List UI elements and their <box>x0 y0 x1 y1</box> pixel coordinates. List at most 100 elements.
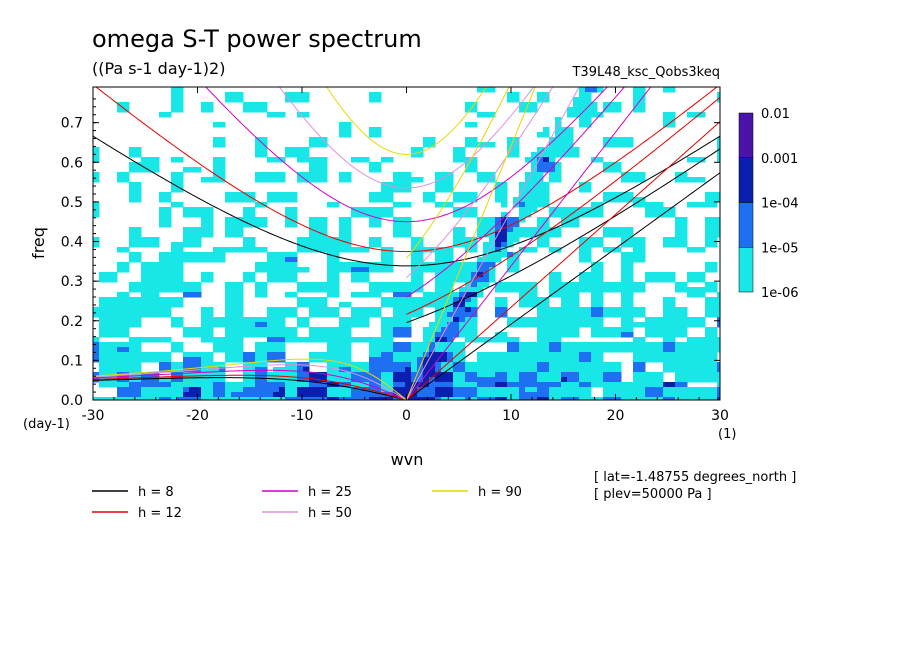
power-cell <box>657 322 664 328</box>
power-cell <box>687 372 694 378</box>
power-cell <box>417 312 424 318</box>
power-cell <box>375 92 382 98</box>
power-cell <box>129 382 136 388</box>
power-cell <box>225 387 232 393</box>
power-cell <box>651 317 658 323</box>
power-cell <box>453 397 460 400</box>
power-cell <box>693 287 700 293</box>
power-cell <box>675 317 682 323</box>
power-cell <box>603 397 610 400</box>
power-cell <box>633 177 640 183</box>
power-cell <box>477 372 484 378</box>
power-cell <box>99 357 106 363</box>
power-cell <box>237 282 244 288</box>
power-cell <box>249 277 256 283</box>
power-cell <box>699 347 706 353</box>
power-cell <box>195 287 202 293</box>
power-cell <box>207 217 214 223</box>
power-cell <box>147 357 154 363</box>
power-cell <box>123 387 130 393</box>
power-cell <box>195 382 202 388</box>
power-cell <box>573 152 580 158</box>
power-cell <box>663 277 670 283</box>
power-cell <box>381 282 388 288</box>
power-cell <box>183 282 190 288</box>
power-cell <box>465 142 472 148</box>
power-cell <box>279 387 286 393</box>
power-cell <box>183 292 190 298</box>
power-cell <box>423 357 430 363</box>
power-cell <box>681 327 688 333</box>
power-cell <box>411 307 418 313</box>
power-cell <box>627 197 634 203</box>
power-cell <box>411 287 418 293</box>
power-cell <box>399 382 406 388</box>
power-cell <box>291 262 298 268</box>
power-cell <box>501 307 508 313</box>
power-cell <box>129 192 136 198</box>
power-cell <box>531 362 538 368</box>
power-cell <box>93 207 100 213</box>
power-cell <box>531 347 538 353</box>
power-cell <box>507 352 514 358</box>
power-cell <box>669 317 676 323</box>
power-cell <box>693 342 700 348</box>
power-cell <box>423 352 430 358</box>
power-cell <box>225 337 232 343</box>
power-cell <box>387 252 394 258</box>
power-cell <box>603 167 610 173</box>
power-cell <box>453 387 460 393</box>
power-cell <box>411 252 418 258</box>
power-cell <box>657 377 664 383</box>
power-cell <box>531 397 538 400</box>
power-cell <box>543 397 550 400</box>
power-cell <box>711 377 718 383</box>
power-cell <box>699 292 706 298</box>
power-cell <box>717 227 720 233</box>
power-cell <box>561 142 568 148</box>
power-cell <box>117 307 124 313</box>
power-cell <box>399 342 406 348</box>
power-cell <box>201 362 208 368</box>
power-cell <box>513 337 520 343</box>
power-cell <box>537 187 544 193</box>
power-cell <box>261 317 268 323</box>
power-cell <box>345 367 352 373</box>
power-cell <box>615 307 622 313</box>
power-cell <box>291 152 298 158</box>
power-cell <box>579 87 586 93</box>
power-cell <box>231 227 238 233</box>
power-cell <box>321 297 328 303</box>
power-cell <box>309 232 316 238</box>
power-cell <box>351 382 358 388</box>
power-cell <box>171 302 178 308</box>
power-cell <box>543 147 550 153</box>
power-cell <box>393 282 400 288</box>
power-cell <box>285 392 292 398</box>
power-cell <box>555 377 562 383</box>
power-cell <box>177 362 184 368</box>
power-cell <box>327 387 334 393</box>
power-cell <box>135 392 142 398</box>
power-cell <box>681 177 688 183</box>
power-cell <box>639 307 646 313</box>
power-cell <box>585 362 592 368</box>
power-cell <box>231 392 238 398</box>
power-cell <box>519 282 526 288</box>
power-cell <box>453 382 460 388</box>
power-cell <box>117 362 124 368</box>
power-cell <box>561 222 568 228</box>
power-cell <box>693 322 700 328</box>
power-cell <box>681 222 688 228</box>
power-cell <box>447 347 454 353</box>
power-cell <box>207 357 214 363</box>
power-cell <box>363 387 370 393</box>
power-cell <box>591 352 598 358</box>
power-cell <box>135 242 142 248</box>
power-cell <box>711 327 718 333</box>
power-cell <box>399 297 406 303</box>
power-cell <box>615 342 622 348</box>
power-cell <box>531 372 538 378</box>
power-cell <box>261 362 268 368</box>
power-cell <box>537 152 544 158</box>
